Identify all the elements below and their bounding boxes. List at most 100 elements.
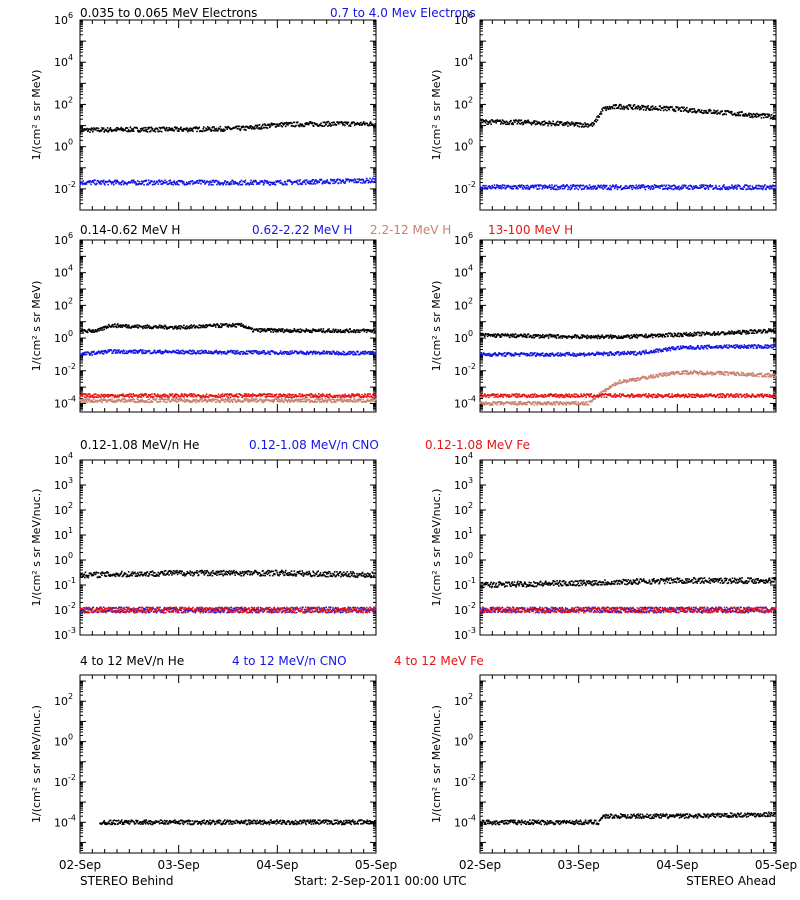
data-point: [532, 185, 535, 188]
data-point: [351, 351, 354, 353]
data-point: [307, 352, 309, 354]
data-point: [314, 122, 316, 125]
data-point: [189, 393, 191, 395]
data-point: [218, 183, 220, 186]
data-point: [290, 180, 293, 183]
data-point: [130, 130, 132, 132]
data-point: [630, 186, 633, 189]
data-point: [168, 126, 170, 129]
data-point: [160, 396, 163, 399]
data-point: [156, 127, 158, 130]
data-point: [152, 183, 154, 186]
data-point: [226, 395, 228, 398]
data-point: [374, 354, 376, 356]
data-point: [515, 119, 518, 122]
data-point: [356, 398, 359, 401]
data-point: [148, 401, 150, 404]
data-point: [86, 181, 89, 183]
data-point: [127, 400, 130, 402]
data-point: [628, 186, 630, 188]
data-point: [761, 188, 764, 191]
data-point: [151, 180, 153, 182]
data-point: [256, 350, 259, 353]
data-point: [543, 123, 545, 126]
data-point: [251, 393, 254, 395]
data-point: [307, 122, 309, 125]
data-point: [105, 394, 107, 397]
data-point: [282, 395, 284, 398]
data-point: [730, 186, 733, 189]
data-point: [576, 184, 579, 187]
data-point: [92, 394, 95, 396]
data-point: [664, 108, 667, 111]
data-point: [696, 110, 699, 112]
data-point: [295, 124, 297, 127]
data-point: [173, 180, 176, 182]
data-point: [356, 181, 358, 184]
data-point: [537, 184, 540, 186]
data-point: [352, 331, 355, 334]
data-point: [719, 188, 722, 191]
data-point: [143, 401, 146, 404]
data-point: [687, 187, 689, 190]
data-point: [103, 131, 105, 133]
data-point: [177, 398, 179, 400]
data-point: [647, 105, 650, 107]
data-point: [261, 328, 263, 330]
data-point: [101, 350, 103, 352]
data-point: [158, 351, 161, 353]
data-point: [138, 401, 141, 403]
data-point: [183, 324, 185, 327]
data-point: [301, 123, 304, 126]
data-point: [341, 394, 344, 396]
data-point: [501, 185, 503, 188]
data-point: [352, 353, 354, 356]
data-point: [241, 126, 244, 129]
data-point: [364, 353, 366, 355]
data-point: [164, 393, 166, 396]
plot-frame: [479, 19, 777, 211]
data-point: [309, 182, 312, 184]
data-point: [107, 396, 109, 398]
data-point: [284, 330, 287, 332]
data-point: [518, 185, 520, 188]
data-point: [150, 395, 153, 398]
data-point: [230, 183, 233, 185]
data-point: [114, 401, 117, 404]
data-point: [696, 186, 698, 188]
data-point: [156, 351, 158, 354]
data-point: [109, 128, 111, 130]
data-point: [233, 183, 235, 185]
data-point: [318, 399, 321, 401]
data-point: [152, 327, 154, 329]
data-point: [761, 114, 763, 116]
data-point: [294, 400, 296, 402]
data-point: [310, 393, 313, 395]
data-point: [173, 325, 176, 328]
data-point: [124, 398, 127, 401]
data-point: [193, 324, 195, 327]
data-point: [357, 400, 359, 403]
data-point: [242, 324, 244, 326]
data-point: [282, 393, 285, 395]
data-point: [133, 351, 136, 354]
y-tick-label: 102: [54, 95, 73, 111]
data-point: [629, 104, 632, 106]
data-point: [771, 116, 774, 119]
data-point: [288, 330, 291, 333]
data-point: [225, 398, 227, 401]
data-point: [92, 181, 95, 183]
data-point: [370, 352, 372, 355]
data-point: [320, 122, 322, 125]
data-point: [296, 328, 299, 331]
data-point: [600, 111, 602, 113]
data-point: [224, 351, 226, 353]
data-point: [141, 398, 144, 401]
data-point: [93, 179, 95, 182]
data-point: [553, 185, 556, 188]
data-point: [287, 330, 289, 332]
data-point: [191, 327, 193, 329]
data-point: [102, 399, 105, 402]
data-point: [307, 182, 310, 185]
